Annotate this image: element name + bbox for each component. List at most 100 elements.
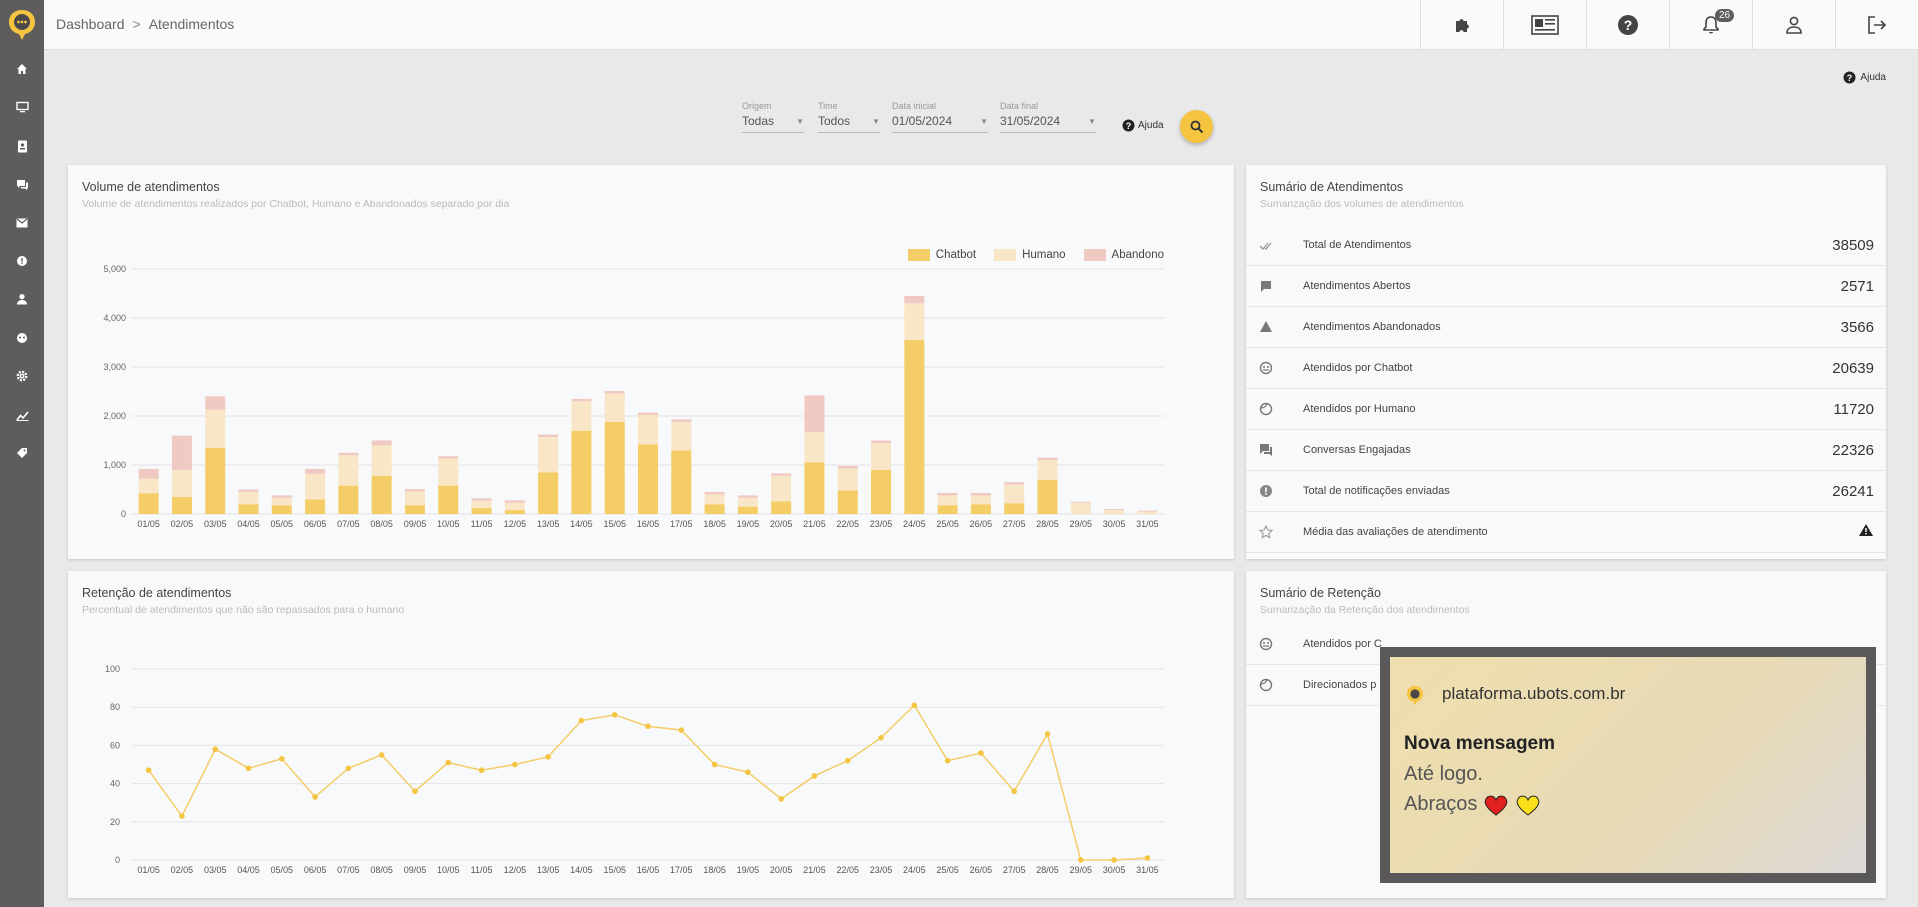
retention-point[interactable] <box>412 788 418 795</box>
bar-abandono[interactable] <box>704 491 725 495</box>
bar-chatbot[interactable] <box>305 499 326 514</box>
bar-chatbot[interactable] <box>371 475 392 514</box>
bar-humano[interactable] <box>438 458 459 486</box>
retention-point[interactable] <box>745 769 751 775</box>
bar-chatbot[interactable] <box>604 421 625 514</box>
bar-abandono[interactable] <box>837 465 858 469</box>
bar-chatbot[interactable] <box>504 510 525 514</box>
contact-card-icon[interactable] <box>12 136 32 156</box>
bar-humano[interactable] <box>271 497 292 506</box>
retention-point[interactable] <box>811 773 818 779</box>
retention-point[interactable] <box>245 765 252 772</box>
bar-abandono[interactable] <box>205 396 226 410</box>
bar-humano[interactable] <box>937 495 958 506</box>
bar-humano[interactable] <box>338 455 359 486</box>
bar-humano[interactable] <box>138 478 159 494</box>
bar-humano[interactable] <box>638 415 658 445</box>
home-icon[interactable] <box>12 59 32 79</box>
bar-humano[interactable] <box>837 468 858 491</box>
bar-humano[interactable] <box>771 475 792 502</box>
bar-chatbot[interactable] <box>737 506 758 514</box>
retention-point[interactable] <box>345 765 352 772</box>
retention-point[interactable] <box>312 794 318 800</box>
retention-point[interactable] <box>611 712 618 718</box>
bar-abandono[interactable] <box>604 391 625 394</box>
bar-humano[interactable] <box>704 494 725 505</box>
bar-abandono[interactable] <box>271 495 292 498</box>
retention-point[interactable] <box>1011 788 1017 795</box>
notifications-button[interactable]: 26 <box>1669 0 1752 50</box>
bar-abandono[interactable] <box>571 398 592 402</box>
retention-point[interactable] <box>212 746 219 753</box>
bar-humano[interactable] <box>238 491 259 505</box>
bar-chatbot[interactable] <box>904 340 925 514</box>
bar-humano[interactable] <box>371 445 392 476</box>
bar-humano[interactable] <box>1037 460 1058 480</box>
bar-humano[interactable] <box>1070 502 1091 514</box>
filter-help-link[interactable]: ? Ajuda <box>1122 119 1164 132</box>
bar-humano[interactable] <box>1004 484 1025 504</box>
retention-point[interactable] <box>279 755 285 762</box>
bar-humano[interactable] <box>737 497 758 507</box>
bot-icon[interactable] <box>12 328 32 348</box>
retention-point[interactable] <box>378 752 385 758</box>
bar-chatbot[interactable] <box>671 450 692 514</box>
retention-point[interactable] <box>944 757 951 764</box>
bar-abandono[interactable] <box>771 473 792 476</box>
gear-icon[interactable] <box>12 366 32 386</box>
legend-humano[interactable]: Humano <box>994 249 1066 261</box>
bar-chatbot[interactable] <box>871 469 892 514</box>
search-button[interactable] <box>1180 110 1213 143</box>
bar-abandono[interactable] <box>404 489 425 492</box>
retention-point[interactable] <box>1144 855 1151 861</box>
bar-chatbot[interactable] <box>837 490 858 514</box>
bar-abandono[interactable] <box>338 452 359 456</box>
bar-humano[interactable] <box>970 495 991 505</box>
bar-abandono[interactable] <box>671 419 692 422</box>
bar-abandono[interactable] <box>638 412 658 416</box>
bar-abandono[interactable] <box>138 468 159 479</box>
bar-chatbot[interactable] <box>471 508 492 514</box>
bar-humano[interactable] <box>904 303 925 341</box>
extension-button[interactable] <box>1420 0 1503 50</box>
bar-abandono[interactable] <box>538 434 559 438</box>
settings-alert-icon[interactable] <box>12 251 32 271</box>
bar-humano[interactable] <box>1137 511 1158 514</box>
bar-abandono[interactable] <box>804 395 825 433</box>
bar-chatbot[interactable] <box>1037 479 1058 514</box>
bar-humano[interactable] <box>171 469 192 497</box>
retention-point[interactable] <box>645 723 651 730</box>
data-inicial-field[interactable]: Data inicial 01/05/2024 ▼ <box>892 101 988 133</box>
bar-abandono[interactable] <box>305 468 326 474</box>
bar-chatbot[interactable] <box>271 505 292 514</box>
bar-chatbot[interactable] <box>338 485 359 514</box>
bar-humano[interactable] <box>504 502 525 511</box>
data-final-field[interactable]: Data final 31/05/2024 ▼ <box>1000 101 1096 133</box>
bar-chatbot[interactable] <box>404 505 425 514</box>
retention-point[interactable] <box>778 796 784 802</box>
tag-icon[interactable] <box>12 443 32 463</box>
bar-chatbot[interactable] <box>1004 503 1025 514</box>
bar-abandono[interactable] <box>371 440 392 446</box>
bar-humano[interactable] <box>1104 510 1125 514</box>
profile-button[interactable] <box>1752 0 1835 50</box>
breadcrumb-dashboard[interactable]: Dashboard <box>56 16 125 32</box>
origem-select[interactable]: Origem Todas ▼ <box>742 101 804 133</box>
bar-chatbot[interactable] <box>171 496 192 514</box>
bar-humano[interactable] <box>538 437 559 473</box>
bar-chatbot[interactable] <box>205 447 226 514</box>
bar-chatbot[interactable] <box>538 472 559 514</box>
retention-point[interactable] <box>711 761 718 768</box>
retention-point[interactable] <box>545 754 551 760</box>
retention-point[interactable] <box>179 813 185 819</box>
bar-chatbot[interactable] <box>438 485 459 514</box>
retention-point[interactable] <box>844 757 851 764</box>
bar-abandono[interactable] <box>1004 482 1025 485</box>
bar-abandono[interactable] <box>504 500 525 503</box>
bar-chatbot[interactable] <box>238 504 259 514</box>
bar-abandono[interactable] <box>238 489 259 492</box>
bar-abandono[interactable] <box>471 498 492 501</box>
chat-icon[interactable] <box>12 175 32 195</box>
retention-point[interactable] <box>1111 857 1117 863</box>
bar-abandono[interactable] <box>871 440 892 443</box>
